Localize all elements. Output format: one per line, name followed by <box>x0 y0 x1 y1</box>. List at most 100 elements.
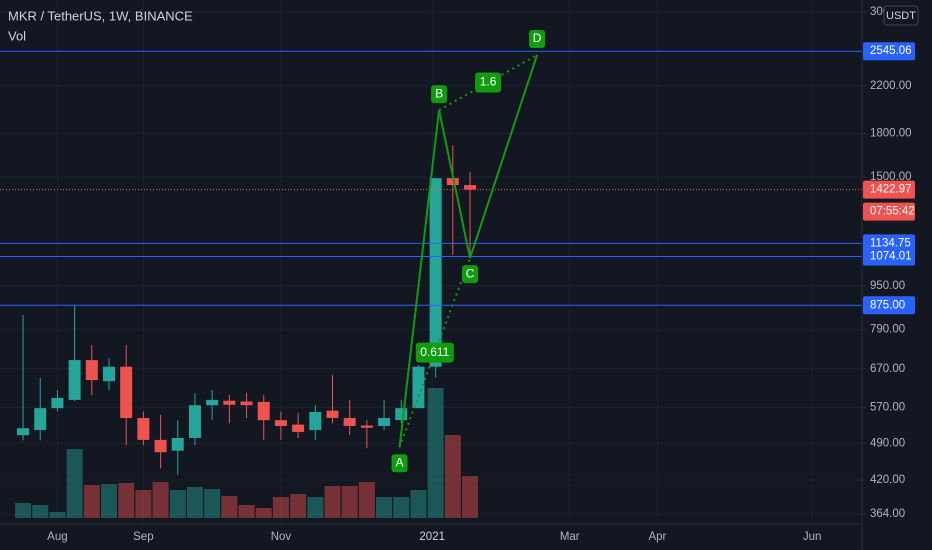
candle-body <box>17 428 30 436</box>
ratio-box <box>475 72 502 93</box>
volume-bar <box>272 497 289 518</box>
pattern-extension <box>438 54 538 111</box>
volume-bar <box>32 505 49 518</box>
price-axis: 364.00 420.00 490.00 570.00 670.00 790.00 950.… <box>862 6 915 520</box>
countdown: 07:55:42 <box>870 206 915 218</box>
volume-bar <box>393 497 410 518</box>
pattern-point-label: A <box>396 455 404 469</box>
countdown-box <box>863 202 915 221</box>
volume-bar <box>66 449 83 518</box>
price-line-label-box <box>863 247 915 266</box>
candle-body <box>188 405 201 438</box>
x-tick-label: Jun <box>803 531 822 543</box>
volume-bar <box>152 482 169 518</box>
candle-body <box>292 424 305 432</box>
volume-bar <box>290 494 307 518</box>
y-tick-label: 2200.00 <box>870 80 912 92</box>
candle-body <box>412 366 425 409</box>
pattern-point-label: C <box>466 266 475 280</box>
last-price-label-box <box>863 180 915 199</box>
x-tick-label: Aug <box>47 531 67 543</box>
price-line-label: 2545.06 <box>870 45 912 57</box>
y-tick-label: 1500.00 <box>870 171 912 183</box>
x-tick-label: 2021 <box>419 531 445 543</box>
y-tick-label: 670.00 <box>870 363 905 375</box>
candle-body <box>68 360 81 400</box>
y-tick-label: 420.00 <box>870 474 905 486</box>
candle-body <box>360 425 373 428</box>
volume-bar <box>15 503 32 518</box>
volume-pane <box>15 388 479 518</box>
volume-bar <box>462 476 479 518</box>
candle-body <box>154 439 167 453</box>
y-tick-label: 950.00 <box>870 280 905 292</box>
price-line-label-box <box>863 42 915 61</box>
y-tick-label: 490.00 <box>870 437 905 449</box>
candle-body <box>171 437 184 451</box>
x-tick-label: Apr <box>648 531 666 543</box>
volume-bar <box>427 388 444 518</box>
pattern-point-box <box>391 454 408 473</box>
candle-body <box>120 366 133 418</box>
volume-bar <box>324 486 341 518</box>
currency[interactable]: USDT <box>886 10 916 22</box>
last-price-label: 1422.97 <box>870 184 912 196</box>
price-line-label-box <box>863 296 915 315</box>
currency-badge[interactable] <box>883 5 919 26</box>
volume-bar <box>135 490 152 518</box>
volume-bar <box>83 485 100 518</box>
pattern-retrace <box>398 257 471 448</box>
volume-bar <box>410 490 427 518</box>
volume-bar <box>186 487 203 518</box>
ratio-label: 0.611 <box>420 345 449 359</box>
volume-label: Vol <box>8 28 26 43</box>
price-line-label: 1074.01 <box>870 251 912 263</box>
volume-bar <box>358 482 375 518</box>
pattern-leg <box>398 109 441 448</box>
candle-body <box>395 408 408 421</box>
pattern-point-box <box>431 85 448 104</box>
x-tick-label: Mar <box>560 531 580 543</box>
candle-body <box>464 185 477 190</box>
candle-body <box>429 178 442 367</box>
volume-bar <box>204 489 221 518</box>
candle-body <box>257 401 270 421</box>
candle-body <box>274 420 287 426</box>
volume-bar <box>341 486 358 518</box>
ratio-label: 1.6 <box>480 75 497 89</box>
volume-bar <box>49 512 66 518</box>
pattern-point-box <box>462 265 479 284</box>
pattern-leg <box>469 54 539 259</box>
candle-body <box>137 417 150 440</box>
y-tick-label: 790.00 <box>870 324 905 336</box>
volume-bar <box>307 497 324 518</box>
x-tick-label: Sep <box>133 531 153 543</box>
candle-body <box>51 397 64 409</box>
volume-bar <box>444 435 461 518</box>
candle-body <box>206 399 219 406</box>
candle-body <box>378 417 391 426</box>
y-tick-label: 364.00 <box>870 508 905 520</box>
price-line-label: 875.00 <box>870 299 905 311</box>
pattern-point-label: D <box>533 31 542 45</box>
price-pane: A B C D 0.611 1.6 <box>0 29 862 475</box>
candle-body <box>102 366 115 382</box>
volume-bar <box>169 490 186 518</box>
pattern-leg <box>438 109 472 259</box>
candle-body <box>223 400 236 405</box>
candle-body <box>240 401 253 406</box>
volume-bar <box>100 484 117 518</box>
volume-bar <box>118 483 135 518</box>
candle-body <box>309 411 322 431</box>
x-tick-label: Nov <box>271 531 292 543</box>
volume-bar <box>238 505 255 518</box>
pattern-point-label: B <box>435 86 443 100</box>
candle-body <box>446 178 459 186</box>
price-line-label: 1134.75 <box>870 237 911 249</box>
y-tick-label: 570.00 <box>870 401 905 413</box>
candle-body <box>85 360 98 381</box>
symbol-title: MKR / TetherUS, 1W, BINANCE <box>8 8 193 23</box>
volume-bar <box>376 497 393 518</box>
